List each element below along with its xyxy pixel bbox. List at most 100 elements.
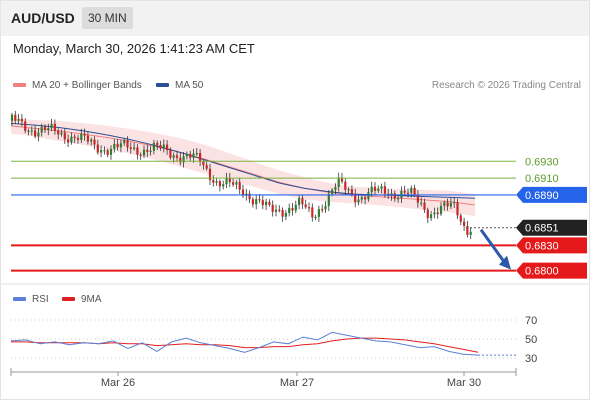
bollinger-band xyxy=(11,118,475,216)
candle-body xyxy=(14,114,17,121)
candle xyxy=(169,147,172,160)
candle xyxy=(159,140,162,151)
candle-body xyxy=(119,143,122,148)
candle-body xyxy=(212,180,215,183)
candle xyxy=(24,118,27,134)
candle xyxy=(268,199,271,207)
rsi-swatch xyxy=(13,297,26,302)
interval-button[interactable]: 30 MIN xyxy=(82,7,133,29)
candle xyxy=(327,190,330,212)
candle xyxy=(443,200,446,211)
candle-body xyxy=(205,165,208,169)
candle-body xyxy=(139,154,142,156)
rsi-line xyxy=(10,331,479,356)
candle xyxy=(255,194,258,210)
candle xyxy=(241,184,245,198)
candle xyxy=(14,110,17,125)
candle-body xyxy=(288,208,291,213)
candle-body xyxy=(142,149,146,156)
candle-body xyxy=(63,132,66,140)
candle-body xyxy=(76,138,80,140)
candle xyxy=(205,161,208,171)
candle xyxy=(420,197,423,207)
candle-body xyxy=(466,225,469,235)
candle xyxy=(261,195,264,210)
candle xyxy=(106,148,109,158)
9ma-label: 9MA xyxy=(81,294,102,305)
resistance-label: 0.6930 xyxy=(525,156,559,168)
candle-body xyxy=(152,142,155,151)
ma50-swatch xyxy=(156,83,169,88)
projection-arrow-head xyxy=(499,255,511,270)
candle-body xyxy=(304,204,307,208)
candle-body xyxy=(192,153,195,158)
candle-body xyxy=(423,202,426,210)
candle-body xyxy=(149,150,152,152)
candle-body xyxy=(340,177,344,182)
candle-body xyxy=(57,130,60,135)
candle-body xyxy=(317,209,320,217)
candle xyxy=(298,195,301,210)
candle-body xyxy=(218,181,221,187)
rsi-tick-label: 30 xyxy=(525,353,537,365)
candle-body xyxy=(307,207,311,209)
candle-body xyxy=(241,189,245,196)
rsi-label: RSI xyxy=(32,294,49,305)
candle-body xyxy=(393,193,396,199)
candle-body xyxy=(350,189,353,194)
candle xyxy=(311,203,314,222)
candle xyxy=(129,142,132,154)
candle xyxy=(321,204,324,213)
candle-body xyxy=(420,202,423,204)
candle xyxy=(142,145,146,159)
candle-body xyxy=(344,181,347,190)
candle xyxy=(208,163,212,185)
candle-body xyxy=(258,199,261,201)
candle xyxy=(463,217,466,231)
candle xyxy=(459,213,462,226)
candle xyxy=(76,135,80,144)
candle xyxy=(96,139,99,155)
candle xyxy=(47,123,50,136)
candle-body xyxy=(271,204,274,212)
candle-body xyxy=(284,212,287,217)
candle xyxy=(469,227,472,240)
candle-body xyxy=(208,168,212,181)
candle-body xyxy=(416,194,419,203)
rsi-tick-label: 70 xyxy=(525,315,537,327)
price-level-0.6851: 0.6851 xyxy=(466,219,587,236)
price-level-0.6800: 0.6800 xyxy=(11,262,587,279)
candle-body xyxy=(327,193,330,207)
candle-body xyxy=(34,130,37,137)
candle-body xyxy=(268,201,271,205)
candle-body xyxy=(403,190,406,193)
candle xyxy=(357,194,360,206)
candle-body xyxy=(357,199,360,203)
candle xyxy=(403,185,406,195)
attribution-text: Research © 2026 Trading Central xyxy=(431,80,581,91)
price-level-0.6930: 0.6930 xyxy=(11,156,559,168)
candle xyxy=(288,203,291,217)
candle-body xyxy=(40,126,43,133)
rsi-tick-label: 50 xyxy=(525,334,537,346)
candle-body xyxy=(27,130,30,133)
candle xyxy=(228,172,231,188)
candle-body xyxy=(113,144,116,149)
candle xyxy=(166,140,169,155)
candle xyxy=(373,182,377,196)
candle xyxy=(304,199,307,209)
candle xyxy=(453,197,456,208)
candle-body xyxy=(215,181,218,183)
candle xyxy=(307,202,311,213)
bollinger-swatch xyxy=(13,83,26,88)
candle xyxy=(380,183,383,194)
candle xyxy=(258,194,261,204)
candle-body xyxy=(93,139,96,145)
candle-body xyxy=(446,202,449,207)
candle xyxy=(113,139,116,153)
candle xyxy=(83,128,86,141)
candle xyxy=(116,139,119,151)
candle-body xyxy=(433,212,436,215)
x-tick-label: Mar 26 xyxy=(101,377,135,389)
